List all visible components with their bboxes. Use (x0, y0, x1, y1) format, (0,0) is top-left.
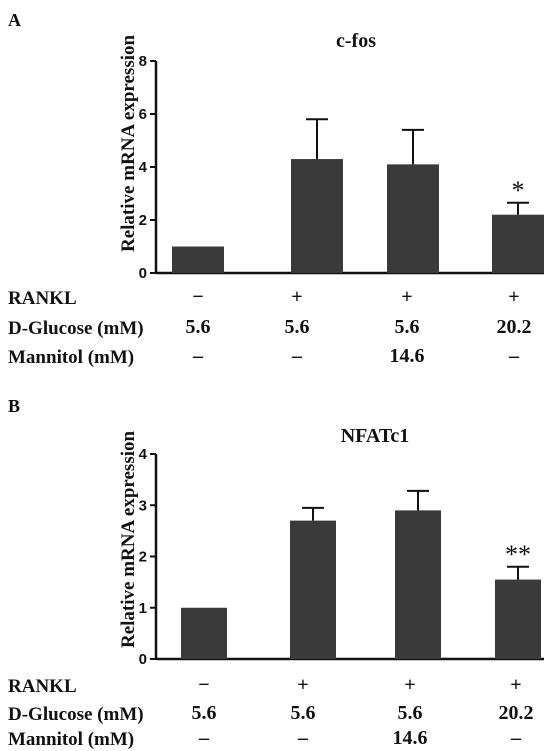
conditions-a-cell-r0-c0: − (192, 286, 204, 308)
panel-b-letter: B (8, 396, 21, 416)
chart-b-bar-2 (395, 510, 441, 659)
chart-a-ytick-label-4: 8 (139, 53, 147, 70)
chart-b: 0 1 2 3 4 ** (139, 446, 544, 668)
chart-a-bar-3 (492, 214, 544, 273)
chart-b-ytick-label-3: 3 (139, 497, 147, 514)
chart-b-title: NFATc1 (340, 425, 410, 447)
mannitol-label-b: Mannitol (mM) (8, 729, 135, 750)
chart-a: 0 2 4 6 8 * (139, 53, 544, 282)
conditions-a-cell-r2-c0: – (193, 345, 203, 367)
conditions-b-cell-r0-c0: − (198, 674, 210, 696)
conditions-b-cell-r0-c3: + (510, 674, 522, 696)
chart-b-significance-3: ** (505, 540, 531, 569)
chart-a-ytick-label-3: 6 (139, 106, 147, 123)
chart-a-bar-0 (172, 246, 224, 273)
conditions-b-cell-r0-c2: + (404, 674, 416, 696)
conditions-a-cell-r1-c1: 5.6 (284, 316, 310, 338)
chart-a-bar-2 (387, 164, 439, 273)
chart-a-significance-3: * (512, 176, 525, 205)
conditions-a-cell-r0-c3: + (508, 286, 520, 308)
glucose-label-b: D-Glucose (mM) (8, 704, 144, 725)
conditions-b-cell-r1-c2: 5.6 (397, 702, 423, 724)
conditions-a-cell-r0-c1: + (291, 286, 303, 308)
chart-b-bar-3 (495, 579, 541, 659)
conditions-b-cell-r2-c1: – (298, 727, 308, 749)
panel-a-letter: A (8, 10, 21, 30)
conditions-b-cell-r1-c0: 5.6 (191, 702, 217, 724)
conditions-b-cell-r1-c1: 5.6 (290, 702, 316, 724)
conditions-a-cell-r1-c2: 5.6 (394, 316, 420, 338)
chart-b-ytick-label-0: 0 (139, 651, 147, 668)
chart-b-ytick-label-4: 4 (139, 446, 148, 463)
conditions-b-cell-r2-c0: – (199, 727, 209, 749)
conditions-a-cell-r1-c0: 5.6 (185, 316, 211, 338)
chart-b-bar-1 (290, 520, 336, 659)
conditions-a-cell-r0-c2: + (401, 286, 413, 308)
rankl-label-b: RANKL (8, 676, 77, 697)
chart-b-ytick-label-1: 1 (139, 600, 147, 617)
conditions-b-cell-r2-c2: 14.6 (392, 727, 428, 749)
chart-a-ytick-label-0: 0 (139, 265, 147, 282)
chart-a-ytick-label-2: 4 (139, 159, 148, 176)
conditions-a-cell-r2-c3: – (509, 345, 519, 367)
chart-b-bar-0 (181, 607, 227, 659)
conditions-b-cell-r2-c3: – (511, 727, 521, 749)
mannitol-label-a: Mannitol (mM) (8, 347, 135, 368)
chart-a-ytick-label-1: 2 (139, 212, 147, 229)
conditions-a-cell-r2-c2: 14.6 (389, 345, 425, 367)
conditions-a-cell-r1-c3: 20.2 (496, 316, 532, 338)
conditions-b-cell-r1-c3: 20.2 (498, 702, 534, 724)
rankl-label-a: RANKL (8, 288, 77, 309)
chart-a-title: c-fos (336, 30, 376, 52)
conditions-a-cell-r2-c1: – (292, 345, 302, 367)
chart-b-ytick-label-2: 2 (139, 549, 147, 566)
glucose-label-a: D-Glucose (mM) (8, 318, 144, 339)
chart-a-bar-1 (291, 159, 343, 273)
conditions-b-cell-r0-c1: + (297, 674, 309, 696)
